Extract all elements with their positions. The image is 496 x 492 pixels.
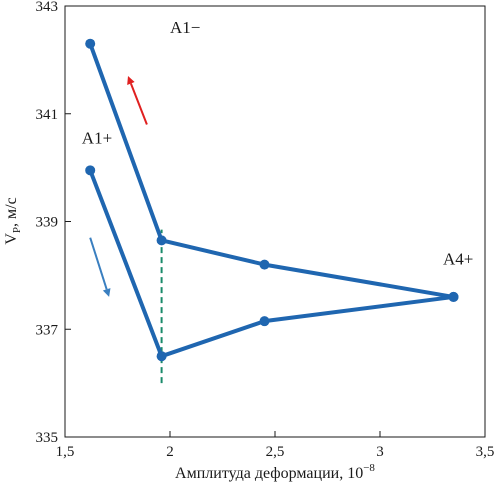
y-tick-label: 339 [36, 215, 59, 231]
x-tick-label: 1,5 [56, 444, 75, 460]
series-line-2 [88, 168, 456, 359]
series-annotation-label: A4+ [443, 250, 473, 269]
arrow-head [127, 76, 135, 85]
x-tick-label: 2 [166, 444, 174, 460]
y-axis-title: VP, м/с [3, 197, 23, 244]
x-axis-title-exponent: −8 [363, 462, 375, 474]
data-point [259, 316, 270, 327]
y-axis-title-unit: , м/с [3, 197, 20, 227]
x-tick-label: 2,5 [266, 444, 285, 460]
arrow-shaft [129, 83, 148, 125]
direction-arrow-1 [127, 76, 148, 125]
data-point [85, 165, 96, 176]
series-layer [85, 38, 459, 362]
data-point [259, 259, 270, 270]
arrow-shaft [89, 237, 108, 290]
arrow-layer [89, 76, 148, 297]
series-annotation-label: A1− [170, 18, 200, 37]
y-tick-label: 343 [36, 0, 59, 15]
y-tick-label: 341 [36, 107, 59, 123]
axis-ticks: 1,5 2 2,5 3 3,5 335 337 339 341 343 [36, 0, 495, 460]
x-axis-title: Амплитуда деформации, 10−8 [175, 462, 375, 482]
data-point [85, 38, 96, 49]
y-tick-label: 335 [36, 430, 59, 446]
annotation-layer: A1− A1+ A4+ [82, 18, 474, 269]
x-tick-label: 3,5 [476, 444, 495, 460]
data-point [448, 291, 459, 302]
direction-arrow-2 [89, 237, 111, 297]
y-axis-title-subscript: P [11, 227, 23, 233]
arrow-head [102, 288, 111, 297]
y-tick-label: 337 [36, 322, 59, 338]
data-point [156, 351, 167, 362]
x-axis-title-main: Амплитуда деформации, 10 [175, 465, 363, 482]
series-line-1 [88, 41, 456, 299]
x-tick-label: 3 [376, 444, 384, 460]
y-axis-title-symbol: V [3, 233, 20, 245]
data-point [156, 235, 167, 246]
plot-frame [64, 5, 486, 438]
series-annotation-label: A1+ [82, 128, 112, 147]
